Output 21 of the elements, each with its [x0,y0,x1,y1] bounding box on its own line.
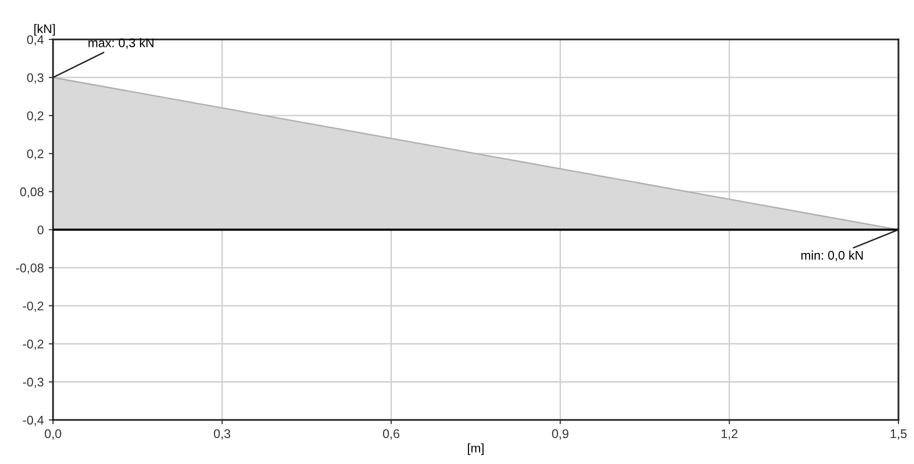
y-tick-label: 0,4 [27,35,44,46]
y-tick-label: 0,2 [27,111,44,122]
x-tick-label: 0,0 [44,429,62,440]
y-axis-title: [kN] [34,24,55,36]
y-tick-label: 0,2 [27,149,44,160]
y-tick-label: -0,4 [23,416,44,426]
x-tick-label: 1,5 [890,429,907,440]
x-axis-title: [m] [468,443,484,456]
y-tick-label: -0,08 [16,264,44,274]
y-tick-label: 0,3 [27,73,44,84]
y-tick-label: -0,2 [23,340,44,350]
x-tick-label: 0,3 [214,429,230,440]
annotation: max: 0,3 kN [88,38,154,49]
y-tick-label: 0 [38,225,44,234]
y-tick-label: -0,2 [23,302,44,312]
annotation: min: 0,0 kN [801,250,863,262]
x-tick-label: 0,9 [552,429,568,440]
y-tick-label: -0,3 [23,378,44,388]
x-tick-label: 1,2 [722,429,738,440]
y-tick-label: 0,08 [20,187,44,198]
x-tick-label: 0,6 [382,429,400,440]
